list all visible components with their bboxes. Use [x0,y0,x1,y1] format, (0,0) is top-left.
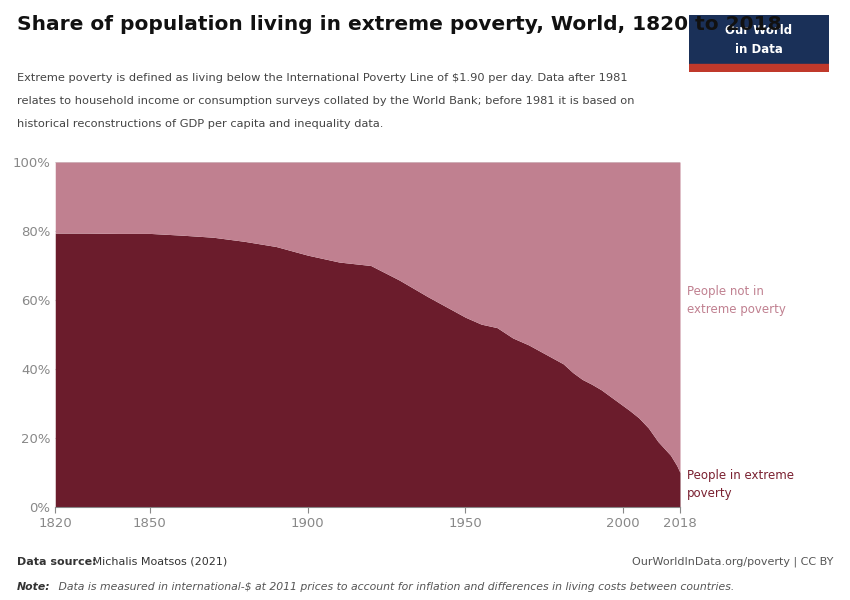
Text: relates to household income or consumption surveys collated by the World Bank; b: relates to household income or consumpti… [17,96,634,106]
Text: Note:: Note: [17,582,51,592]
Text: Data is measured in international-$ at 2011 prices to account for inflation and : Data is measured in international-$ at 2… [55,582,734,592]
Text: Data source:: Data source: [17,557,97,567]
Text: OurWorldInData.org/poverty | CC BY: OurWorldInData.org/poverty | CC BY [632,557,833,568]
Text: historical reconstructions of GDP per capita and inequality data.: historical reconstructions of GDP per ca… [17,119,383,129]
Bar [688,64,829,72]
Text: Michalis Moatsos (2021): Michalis Moatsos (2021) [89,557,228,567]
Text: in Data: in Data [734,43,783,56]
Text: People not in
extreme poverty: People not in extreme poverty [687,284,785,316]
Text: Share of population living in extreme poverty, World, 1820 to 2018: Share of population living in extreme po… [17,15,782,34]
Text: Our World: Our World [725,25,792,37]
Text: Extreme poverty is defined as living below the International Poverty Line of $1.: Extreme poverty is defined as living bel… [17,73,627,83]
Bar [688,15,829,64]
Text: People in extreme
poverty: People in extreme poverty [687,469,794,500]
